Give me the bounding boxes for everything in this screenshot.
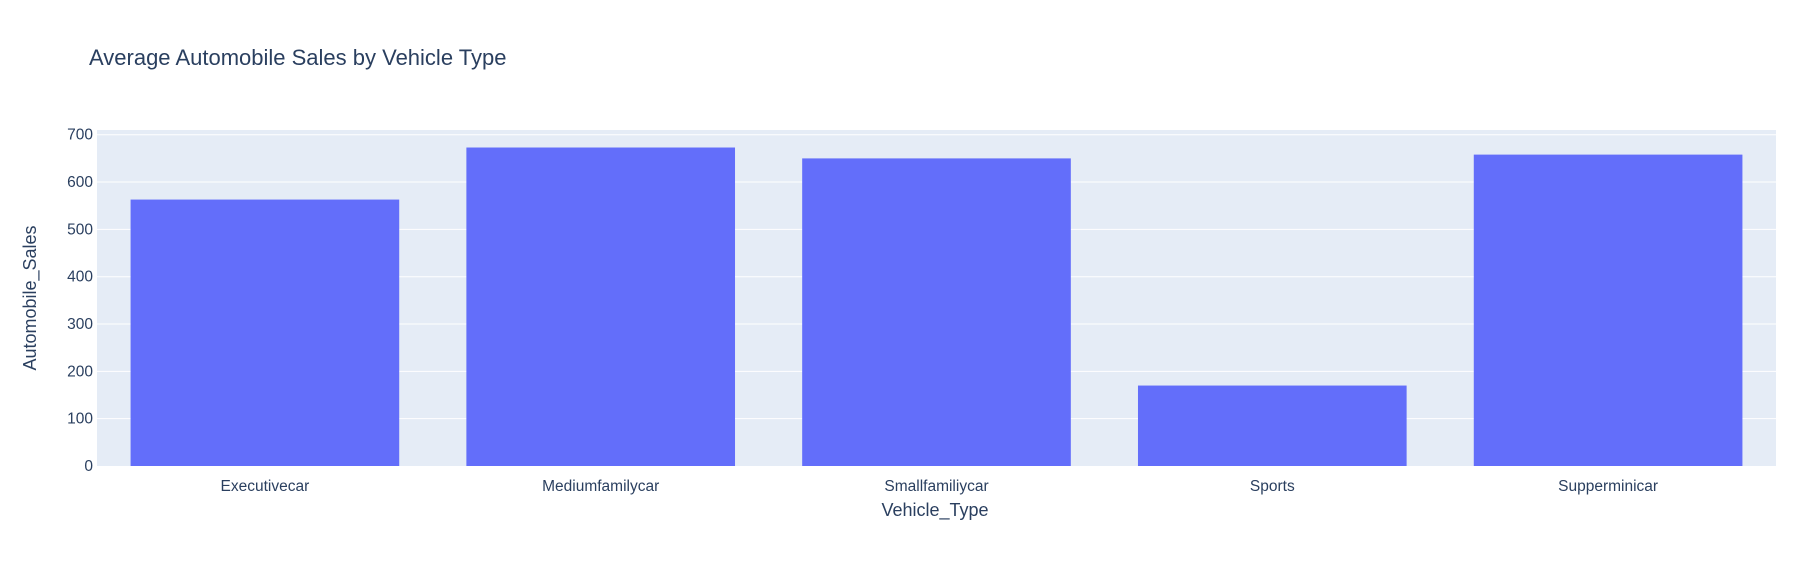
x-tick-label: Smallfamiliycar	[884, 478, 988, 495]
y-tick-label: 400	[67, 269, 93, 286]
x-tick-label: Sports	[1250, 478, 1295, 495]
x-axis-ticks: Executivecar Mediumfamilycar Smallfamiliyc…	[221, 478, 1659, 495]
bars	[130, 147, 1743, 467]
x-axis-title: Vehicle_Type	[881, 500, 988, 521]
y-tick-label: 100	[67, 411, 93, 428]
bar-sports	[1137, 385, 1407, 466]
y-tick-label: 700	[67, 127, 93, 144]
x-tick-label: Supperminicar	[1558, 478, 1658, 495]
bar-mediumfamilycar	[466, 147, 736, 466]
y-tick-label: 300	[67, 316, 93, 333]
x-tick-label: Executivecar	[221, 478, 310, 495]
y-tick-label: 500	[67, 221, 93, 238]
chart-title: Average Automobile Sales by Vehicle Type	[89, 45, 506, 70]
bar-smallfamiliycar	[802, 158, 1071, 467]
bar-supperminicar	[1473, 154, 1743, 466]
y-tick-label: 0	[84, 458, 93, 475]
y-tick-label: 600	[67, 174, 93, 191]
bar-executivecar	[130, 199, 400, 466]
y-axis-title: Automobile_Sales	[20, 225, 41, 370]
x-tick-label: Mediumfamilycar	[542, 478, 659, 495]
y-axis-ticks: 0 100 200 300 400 500 600 700	[67, 127, 93, 475]
y-tick-label: 200	[67, 363, 93, 380]
